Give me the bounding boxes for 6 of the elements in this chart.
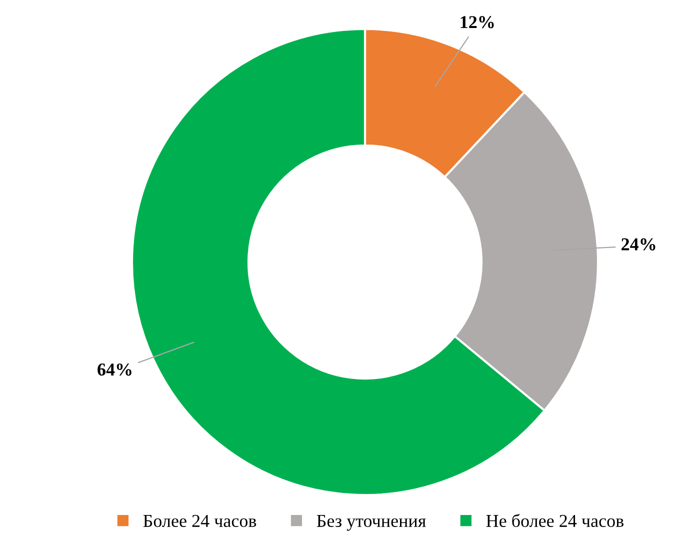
data-label: 64% [98, 363, 132, 376]
legend-label: Не более 24 часов [486, 514, 624, 528]
data-label: 12% [460, 16, 494, 28]
data-label: 24% [622, 238, 656, 250]
legend-label: Более 24 часов [143, 514, 256, 528]
legend-label: Без уточнения [316, 515, 426, 531]
